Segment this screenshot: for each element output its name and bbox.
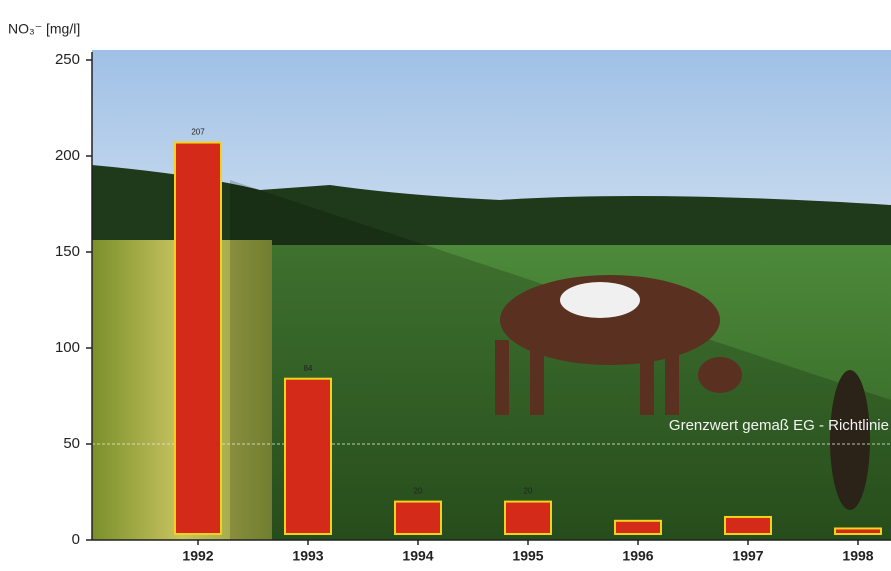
y-tick-label: 100: [55, 339, 80, 356]
y-tick-label: 50: [63, 435, 80, 452]
value-label: 20: [524, 487, 533, 496]
y-tick-label: 200: [55, 147, 80, 164]
y-tick-label: 0: [72, 531, 80, 548]
x-tick-label: 1998: [842, 548, 873, 564]
value-label: 20: [414, 487, 423, 496]
value-label: 207: [191, 128, 205, 137]
background-photo: [92, 50, 891, 540]
y-tick-label: 150: [55, 243, 80, 260]
y-axis-label: NO₃⁻ [mg/l]: [8, 21, 80, 37]
x-tick-label: 1997: [732, 548, 763, 564]
bar: [614, 519, 662, 535]
bar: [284, 377, 332, 535]
x-tick-label: 1992: [182, 548, 213, 564]
x-tick-label: 1994: [402, 548, 433, 564]
x-tick-label: 1993: [292, 548, 323, 564]
limit-label: Grenzwert gemaß EG - Richtlinie: [669, 417, 889, 434]
x-tick-label: 1996: [622, 548, 653, 564]
x-tick-label: 1995: [512, 548, 543, 564]
bar: [724, 515, 772, 536]
bar: [834, 527, 882, 535]
value-label: 84: [304, 364, 313, 373]
bar: [394, 500, 442, 536]
bar: [504, 500, 552, 536]
bar: [174, 141, 222, 535]
y-tick-label: 250: [55, 51, 80, 68]
